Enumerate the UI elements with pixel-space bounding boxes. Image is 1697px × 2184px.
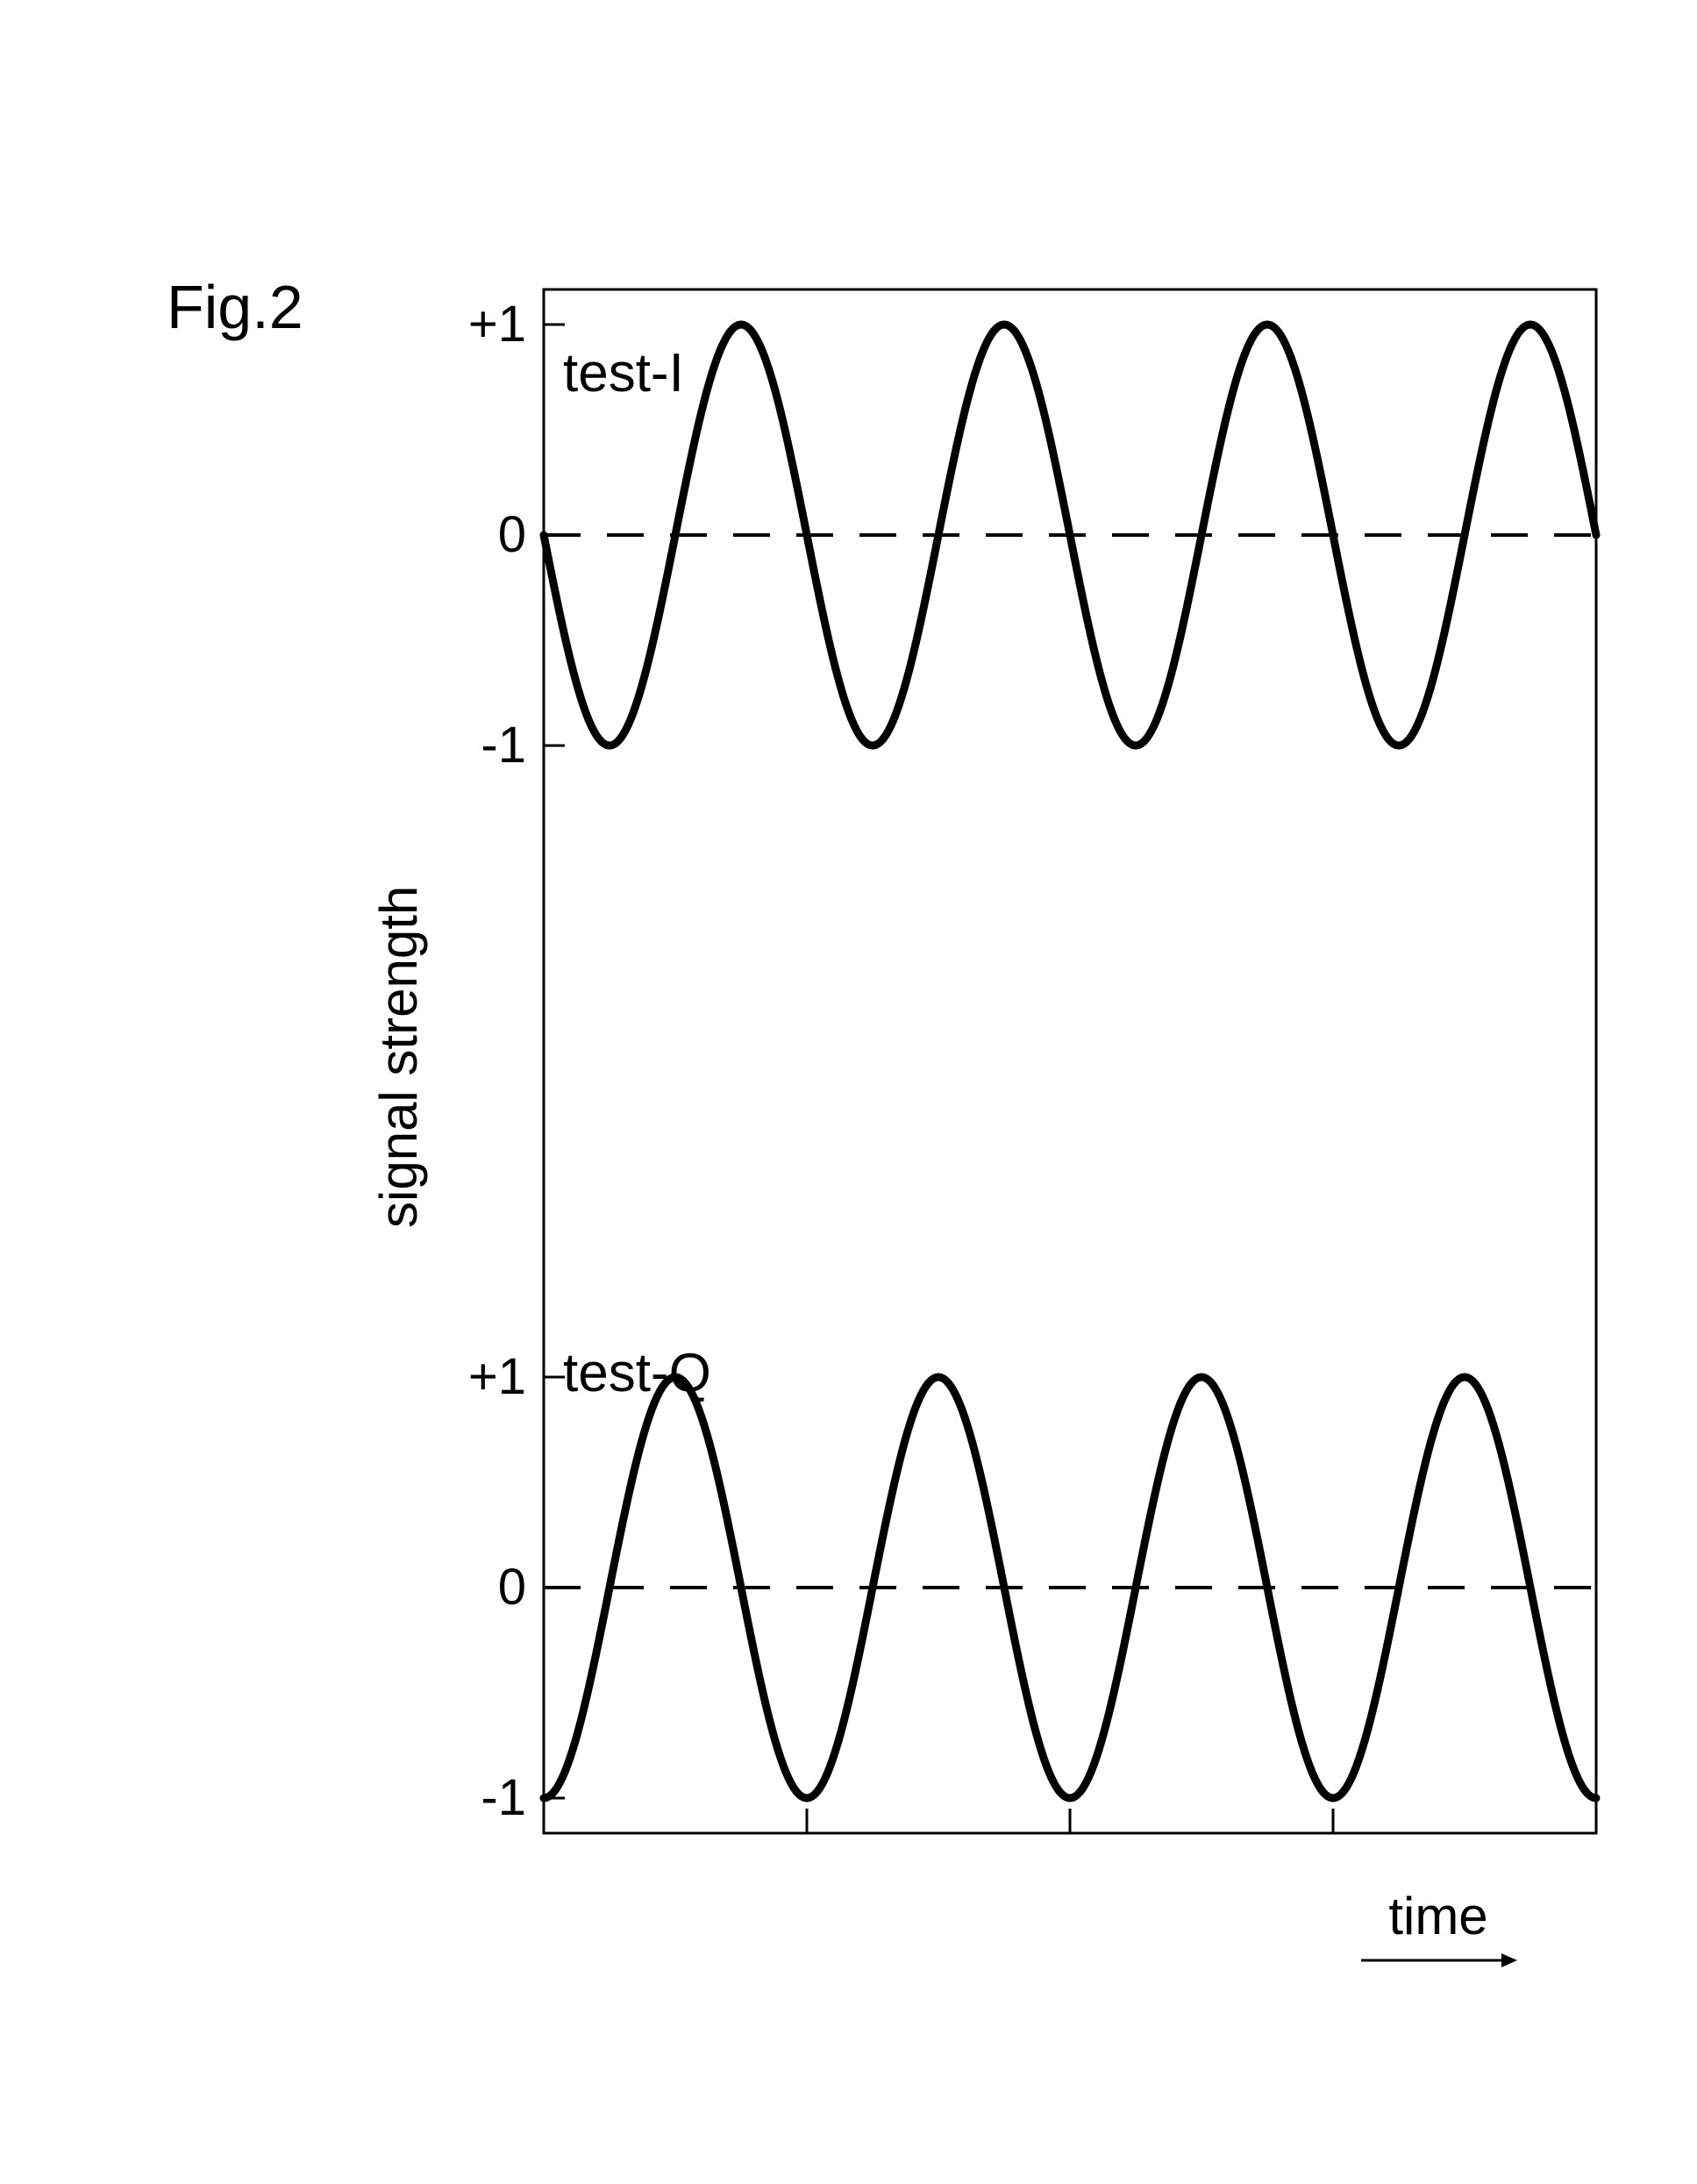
y-tick-label: 0	[447, 505, 526, 564]
trace-label-test-Q: test-Q	[563, 1342, 711, 1404]
y-tick-label: 0	[447, 1558, 526, 1617]
x-axis-label-wrap: time	[1359, 1886, 1517, 1969]
figure-title: Fig.2	[167, 272, 303, 342]
y-tick-label: -1	[447, 1768, 526, 1827]
y-axis-label: signal strength	[368, 886, 429, 1228]
page: Fig.2 signal strength time +1 0 -1 test-I +1…	[0, 0, 1697, 2184]
y-tick-label: +1	[447, 1347, 526, 1406]
y-tick-label: -1	[447, 716, 526, 774]
trace-label-test-I: test-I	[563, 342, 684, 404]
x-axis-label: time	[1388, 1887, 1487, 1945]
y-tick-label: +1	[447, 295, 526, 353]
plot-area	[544, 289, 1596, 1833]
x-axis-arrow-icon	[1359, 1952, 1517, 1969]
